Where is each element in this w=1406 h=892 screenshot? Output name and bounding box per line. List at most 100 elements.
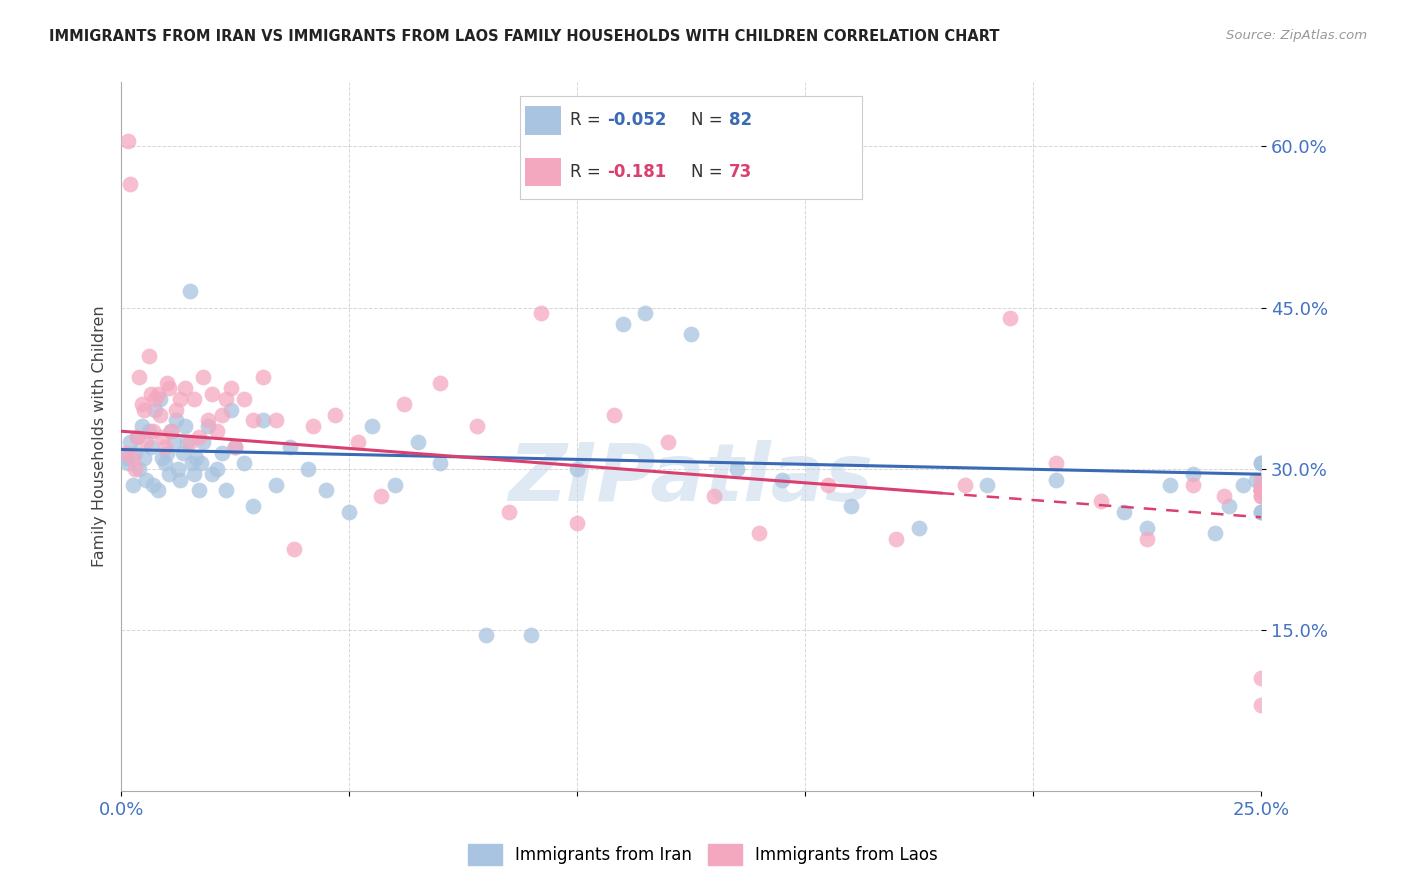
Point bbox=[150, 451, 173, 466]
Point bbox=[219, 402, 242, 417]
Point bbox=[153, 441, 176, 455]
Point bbox=[205, 424, 228, 438]
Point bbox=[1204, 526, 1226, 541]
Point bbox=[839, 500, 862, 514]
Point bbox=[183, 467, 205, 482]
Point bbox=[131, 397, 153, 411]
Point bbox=[121, 451, 143, 466]
Point bbox=[145, 402, 167, 417]
Point bbox=[138, 424, 160, 438]
Point bbox=[197, 418, 219, 433]
Point bbox=[998, 311, 1021, 326]
Point bbox=[520, 628, 543, 642]
Point bbox=[205, 462, 228, 476]
Point bbox=[1250, 478, 1272, 492]
Point bbox=[233, 392, 256, 406]
Point bbox=[128, 462, 150, 476]
Point bbox=[565, 462, 588, 476]
Point bbox=[976, 478, 998, 492]
Point bbox=[1250, 483, 1272, 498]
Point bbox=[264, 478, 287, 492]
Point bbox=[174, 381, 197, 395]
Point bbox=[145, 392, 167, 406]
Point bbox=[193, 434, 215, 449]
Point bbox=[475, 628, 498, 642]
Point bbox=[117, 457, 139, 471]
Point bbox=[748, 526, 770, 541]
Point bbox=[215, 392, 238, 406]
Point bbox=[172, 446, 194, 460]
Point bbox=[337, 505, 360, 519]
Point bbox=[224, 441, 246, 455]
Point bbox=[139, 441, 162, 455]
Point bbox=[1250, 483, 1272, 498]
Point bbox=[908, 521, 931, 535]
Point bbox=[681, 327, 703, 342]
Point bbox=[252, 370, 274, 384]
Point bbox=[132, 451, 155, 466]
Point bbox=[142, 478, 165, 492]
Point bbox=[953, 478, 976, 492]
Point bbox=[1213, 489, 1236, 503]
Point bbox=[211, 408, 233, 422]
Point bbox=[612, 317, 634, 331]
Point bbox=[160, 424, 183, 438]
Point bbox=[602, 408, 624, 422]
Y-axis label: Family Households with Children: Family Households with Children bbox=[93, 306, 107, 567]
Point bbox=[163, 434, 186, 449]
Point bbox=[186, 451, 208, 466]
Point bbox=[565, 516, 588, 530]
Point bbox=[197, 413, 219, 427]
Point bbox=[146, 386, 169, 401]
Point bbox=[657, 434, 679, 449]
Point bbox=[1250, 483, 1272, 498]
Point bbox=[179, 434, 201, 449]
Point bbox=[121, 478, 143, 492]
Point bbox=[160, 424, 183, 438]
Point bbox=[153, 457, 176, 471]
Point bbox=[1250, 457, 1272, 471]
Point bbox=[1250, 478, 1272, 492]
Point bbox=[252, 413, 274, 427]
Point bbox=[156, 376, 179, 390]
Point bbox=[157, 381, 180, 395]
Point bbox=[1250, 483, 1272, 498]
Point bbox=[114, 451, 136, 466]
Point bbox=[1181, 478, 1204, 492]
Point bbox=[135, 473, 157, 487]
Point bbox=[169, 392, 191, 406]
Point bbox=[157, 467, 180, 482]
Point bbox=[150, 429, 173, 443]
Point bbox=[1045, 473, 1067, 487]
Point bbox=[156, 446, 179, 460]
Point bbox=[174, 418, 197, 433]
Point bbox=[242, 500, 264, 514]
Point bbox=[301, 418, 323, 433]
Point bbox=[114, 446, 136, 460]
Point bbox=[1136, 521, 1159, 535]
Point bbox=[817, 478, 839, 492]
Point bbox=[1250, 457, 1272, 471]
Point bbox=[233, 457, 256, 471]
Point bbox=[347, 434, 370, 449]
Point bbox=[169, 473, 191, 487]
Point bbox=[361, 418, 384, 433]
Legend: Immigrants from Iran, Immigrants from Laos: Immigrants from Iran, Immigrants from La… bbox=[460, 836, 946, 873]
Point bbox=[201, 467, 224, 482]
Point bbox=[1250, 478, 1272, 492]
Point bbox=[124, 446, 146, 460]
Point bbox=[498, 505, 520, 519]
Point bbox=[187, 483, 209, 498]
Point bbox=[429, 457, 451, 471]
Point bbox=[1250, 698, 1272, 713]
Point bbox=[884, 532, 907, 546]
Point bbox=[1250, 483, 1272, 498]
Point bbox=[406, 434, 429, 449]
Point bbox=[1246, 473, 1268, 487]
Point bbox=[193, 370, 215, 384]
Point bbox=[183, 392, 205, 406]
Point bbox=[429, 376, 451, 390]
Point bbox=[179, 285, 201, 299]
Text: Source: ZipAtlas.com: Source: ZipAtlas.com bbox=[1226, 29, 1367, 42]
Point bbox=[634, 306, 657, 320]
